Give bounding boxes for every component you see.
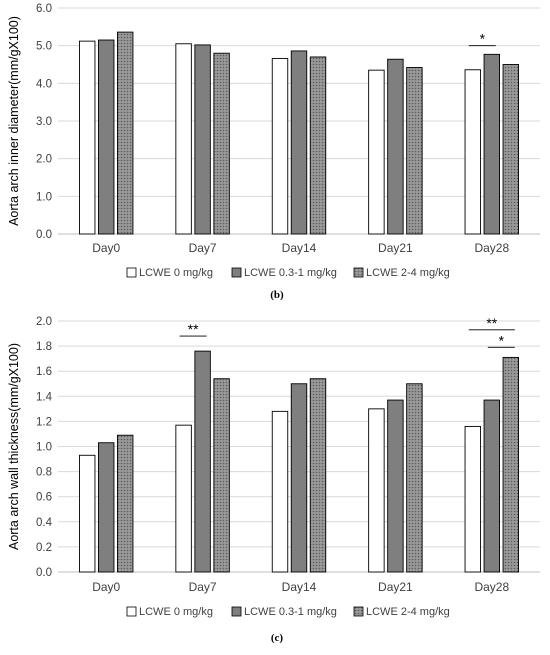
x-tick-label: Day7 <box>189 241 217 255</box>
x-tick-label: Day14 <box>282 241 317 255</box>
y-tick-label: 0.4 <box>36 517 53 529</box>
y-tick-label: 6.0 <box>36 3 52 15</box>
bar <box>387 58 404 235</box>
legend-label: LCWE 0 mg/kg <box>139 267 213 279</box>
y-tick-label: 0.8 <box>36 467 52 479</box>
y-axis-label: Aorta arch wall thickness(mm/gX100) <box>7 343 21 550</box>
bar <box>97 39 115 235</box>
bar <box>309 378 327 573</box>
bar <box>309 56 327 235</box>
bar <box>194 350 211 573</box>
x-tick-label: Day7 <box>189 580 217 594</box>
bar <box>502 64 519 235</box>
legend-swatch <box>353 606 364 617</box>
legend-swatch <box>231 267 242 278</box>
legend-swatch <box>231 606 242 617</box>
bar <box>213 378 230 573</box>
y-tick-label: 1.4 <box>36 391 53 403</box>
significance-label: ** <box>486 315 497 331</box>
chart-wall-thickness: 0.0 0.2 0.4 0.6 0.8 1.0 1.2 1.4 1.6 1.8 2.0 Aorta a… <box>7 315 540 644</box>
y-tick-label: 0.0 <box>36 229 52 241</box>
bar <box>483 399 500 573</box>
y-tick-label: 5.0 <box>36 41 52 53</box>
legend-label: LCWE 2-4 mg/kg <box>366 606 450 618</box>
bar <box>78 454 96 573</box>
y-tick-label: 0.2 <box>36 542 52 554</box>
y-tick-label: 4.0 <box>36 78 52 90</box>
bar <box>406 67 423 235</box>
bar <box>502 356 519 573</box>
y-tick-label: 2.0 <box>36 154 52 166</box>
chart-inner-diameter: 0.0 1.0 2.0 3.0 4.0 5.0 6.0 Aorta arch inner di… <box>7 3 540 301</box>
significance-label: * <box>499 332 505 348</box>
legend-swatch <box>126 606 137 617</box>
bar <box>97 442 115 573</box>
x-tick-label: Day0 <box>92 580 120 594</box>
significance-label: ** <box>188 321 199 337</box>
y-tick-label: 1.8 <box>36 341 52 353</box>
y-axis-label: Aorta arch inner diameter(mm/gX100) <box>7 16 21 226</box>
bar <box>213 52 230 235</box>
legend-label: LCWE 0.3-1 mg/kg <box>244 267 337 279</box>
legend-label: LCWE 0 mg/kg <box>139 606 213 618</box>
x-tick-label: Day28 <box>474 241 509 255</box>
y-tick-label: 0.0 <box>36 567 52 579</box>
bar <box>194 44 211 235</box>
significance-label: * <box>480 31 486 47</box>
y-tick-label: 0.6 <box>36 492 52 504</box>
bar <box>116 31 134 235</box>
bar <box>387 399 404 573</box>
bar <box>483 53 500 235</box>
y-tick-label: 1.0 <box>36 442 52 454</box>
bar <box>464 69 481 235</box>
bar <box>175 424 192 573</box>
bar <box>406 383 423 573</box>
bar <box>368 408 385 573</box>
y-tick-label: 2.0 <box>36 316 52 328</box>
legend-swatch <box>126 267 137 278</box>
bar <box>175 43 192 235</box>
bar <box>464 425 481 573</box>
bar <box>116 434 134 573</box>
legend-swatch <box>353 267 364 278</box>
bar <box>368 69 385 235</box>
panel-label: (b) <box>270 289 284 301</box>
y-tick-label: 1.2 <box>36 416 52 428</box>
x-tick-label: Day21 <box>378 241 413 255</box>
x-tick-label: Day14 <box>282 580 317 594</box>
x-tick-label: Day0 <box>92 241 120 255</box>
bar <box>78 40 96 235</box>
legend-label: LCWE 2-4 mg/kg <box>366 267 450 279</box>
bar <box>271 410 289 573</box>
bar <box>290 383 308 573</box>
y-tick-label: 1.6 <box>36 366 52 378</box>
bar <box>290 50 308 235</box>
x-tick-label: Day28 <box>474 580 509 594</box>
legend-label: LCWE 0.3-1 mg/kg <box>244 606 337 618</box>
y-tick-label: 1.0 <box>36 191 52 203</box>
bar <box>271 58 289 235</box>
y-tick-label: 3.0 <box>36 116 52 128</box>
x-tick-label: Day21 <box>378 580 413 594</box>
panel-label: (c) <box>271 632 284 644</box>
